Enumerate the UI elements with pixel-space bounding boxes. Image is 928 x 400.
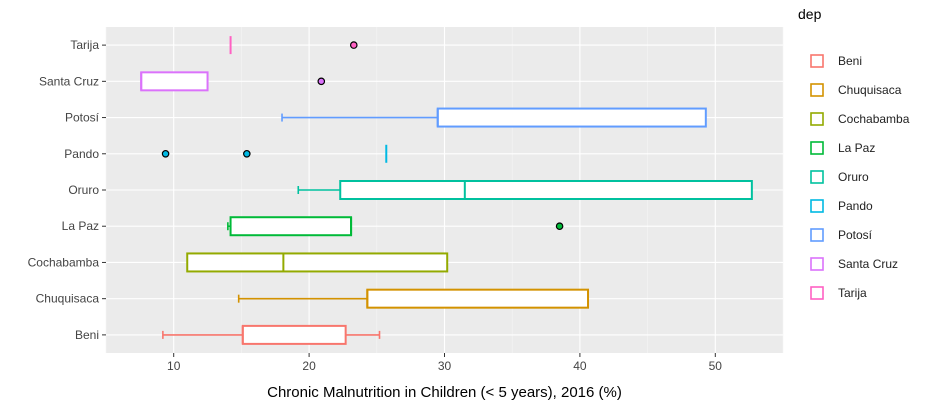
legend-swatch	[810, 54, 824, 68]
y-tick-label: Cochabamba	[28, 255, 100, 269]
legend-label: La Paz	[838, 141, 875, 155]
legend-swatch	[810, 141, 824, 155]
legend-label: Santa Cruz	[838, 257, 898, 271]
box-iqr	[186, 252, 449, 273]
outlier-point	[349, 41, 358, 49]
legend: Beni Chuquisaca Cochabamba La Paz Oruro Pando…	[810, 54, 910, 300]
x-tick-label: 50	[709, 359, 723, 373]
y-tick-label: Oruro	[68, 183, 99, 197]
legend-label: Beni	[838, 54, 862, 68]
box-chuquisaca	[237, 288, 590, 309]
outlier-point	[317, 77, 326, 86]
legend-swatch	[810, 170, 824, 184]
y-tick-label: Tarija	[70, 38, 99, 52]
legend-item: La Paz	[810, 141, 875, 155]
legend-item: Santa Cruz	[810, 257, 898, 271]
outlier-point	[555, 222, 564, 231]
y-tick-label: La Paz	[62, 219, 99, 233]
box-oruro	[297, 180, 753, 200]
legend-title: dep	[798, 6, 822, 22]
legend-swatch	[810, 286, 824, 300]
y-tick-label: Chuquisaca	[36, 292, 100, 306]
x-tick-label: 10	[167, 359, 181, 373]
legend-label: Cochabamba	[838, 112, 910, 126]
outlier-point	[161, 149, 170, 158]
legend-item: Tarija	[810, 286, 867, 300]
legend-item: Potosí	[810, 228, 873, 242]
legend-label: Oruro	[838, 170, 869, 184]
x-tick-label: 30	[438, 359, 452, 373]
legend-item: Chuquisaca	[810, 83, 902, 97]
x-tick-label: 40	[573, 359, 587, 373]
legend-item: Cochabamba	[810, 112, 910, 126]
legend-item: Pando	[810, 199, 873, 213]
legend-label: Chuquisaca	[838, 83, 902, 97]
box-iqr	[229, 216, 353, 237]
legend-item: Oruro	[810, 170, 869, 184]
y-tick-label: Potosí	[65, 111, 100, 125]
legend-label: Pando	[838, 199, 873, 213]
box-iqr	[436, 107, 707, 128]
box-tarija	[229, 36, 358, 55]
box-beni	[162, 324, 381, 345]
y-tick-label: Pando	[64, 147, 99, 161]
x-tick-label: 20	[302, 359, 316, 373]
x-axis-title: Chronic Malnutrition in Children (< 5 ye…	[267, 384, 622, 400]
outlier-point	[243, 149, 251, 158]
legend-label: Potosí	[838, 228, 873, 242]
y-axis-ticks: Tarija Santa Cruz Potosí Pando Oruro La Paz Co…	[28, 38, 106, 342]
box-potosí	[281, 107, 707, 128]
legend-swatch	[810, 112, 824, 126]
legend-swatch	[810, 257, 824, 271]
legend-item: Beni	[810, 54, 862, 68]
y-tick-label: Santa Cruz	[39, 74, 99, 88]
box-santa-cruz	[140, 71, 326, 92]
box-cochabamba	[186, 252, 449, 273]
y-tick-label: Beni	[75, 328, 99, 342]
box-iqr	[339, 180, 753, 200]
legend-label: Tarija	[838, 286, 867, 300]
box-iqr	[366, 288, 590, 309]
box-iqr	[140, 71, 209, 92]
box-marks	[140, 36, 753, 345]
box-pando	[161, 144, 388, 163]
legend-swatch	[810, 83, 824, 97]
box-iqr	[241, 324, 347, 345]
legend-swatch	[810, 228, 824, 242]
legend-swatch	[810, 199, 824, 213]
box-la-paz	[227, 216, 564, 237]
x-axis-ticks: 10 20 30 40 50	[167, 353, 722, 373]
